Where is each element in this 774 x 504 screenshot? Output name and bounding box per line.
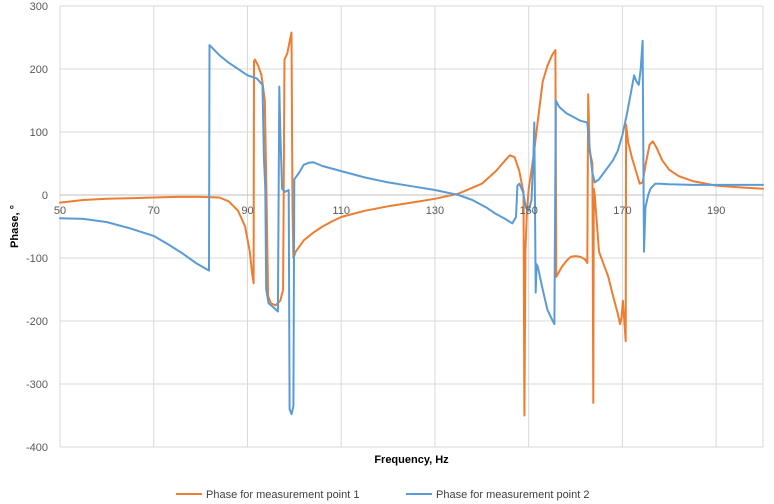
x-tick-label: 130 [426, 205, 444, 217]
x-axis-title: Frequency, Hz [374, 454, 449, 466]
y-tick-label: -400 [26, 442, 48, 454]
y-axis-title: Phase, ° [9, 205, 21, 248]
y-tick-label: -300 [26, 379, 48, 391]
y-tick-label: 100 [30, 127, 48, 139]
y-tick-label: 300 [30, 1, 48, 13]
series-group [59, 31, 764, 417]
legend-item-2: Phase for measurement point 2 [406, 489, 589, 501]
x-tick-label: 150 [519, 205, 537, 217]
x-tick-label: 90 [241, 205, 253, 217]
y-tick-label: -100 [26, 253, 48, 265]
y-tick-label: 200 [30, 64, 48, 76]
gridlines [59, 5, 764, 448]
legend: Phase for measurement point 1 Phase for m… [176, 489, 589, 501]
x-tick-label: 170 [613, 205, 631, 217]
y-tick-labels: 300 200 100 0 -100 -200 -300 -400 [26, 1, 48, 454]
x-tick-label: 50 [54, 205, 66, 217]
y-tick-label: 0 [42, 190, 48, 202]
x-tick-label: 70 [148, 205, 160, 217]
series-line-1 [59, 31, 764, 417]
x-tick-label: 190 [707, 205, 725, 217]
series-line-2 [59, 39, 764, 416]
legend-label: Phase for measurement point 2 [436, 489, 589, 501]
y-tick-label: -200 [26, 316, 48, 328]
x-tick-labels: 50 70 90 110 130 150 170 190 [54, 205, 725, 217]
legend-label: Phase for measurement point 1 [206, 489, 359, 501]
x-tick-label: 110 [332, 205, 350, 217]
legend-item-1: Phase for measurement point 1 [176, 489, 359, 501]
